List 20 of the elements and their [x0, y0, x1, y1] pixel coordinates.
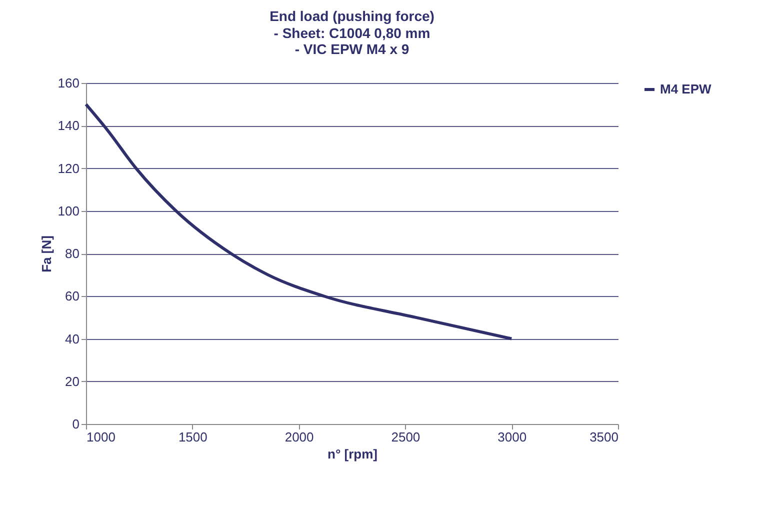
- legend-label: M4 EPW: [660, 82, 712, 96]
- chart-title: End load (pushing force): [270, 8, 434, 24]
- y-tick-label: 40: [65, 331, 80, 346]
- y-tick-label: 0: [72, 416, 80, 432]
- x-tick-label: 3500: [590, 430, 618, 444]
- x-tick-label: 1000: [86, 430, 116, 444]
- y-tick-label: 60: [65, 288, 80, 304]
- y-tick-label: 120: [58, 160, 80, 176]
- x-tick-label: 2500: [391, 430, 420, 444]
- y-tick-label: 140: [58, 118, 80, 134]
- y-tick-label: 160: [58, 76, 80, 90]
- y-axis-title: Fa [N]: [38, 236, 54, 272]
- x-tick-label: 3000: [498, 430, 527, 444]
- x-tick-label: 2000: [284, 430, 314, 444]
- x-tick-label: 1500: [178, 430, 208, 444]
- y-tick-label: 80: [65, 246, 80, 261]
- x-axis-title: n° [rpm]: [328, 446, 378, 462]
- y-tick-label: 20: [65, 374, 80, 389]
- chart-subtitle: - Sheet: C1004 0,80 mm - VIC EPW M4 x 9: [274, 25, 430, 57]
- y-tick-label: 100: [58, 203, 80, 218]
